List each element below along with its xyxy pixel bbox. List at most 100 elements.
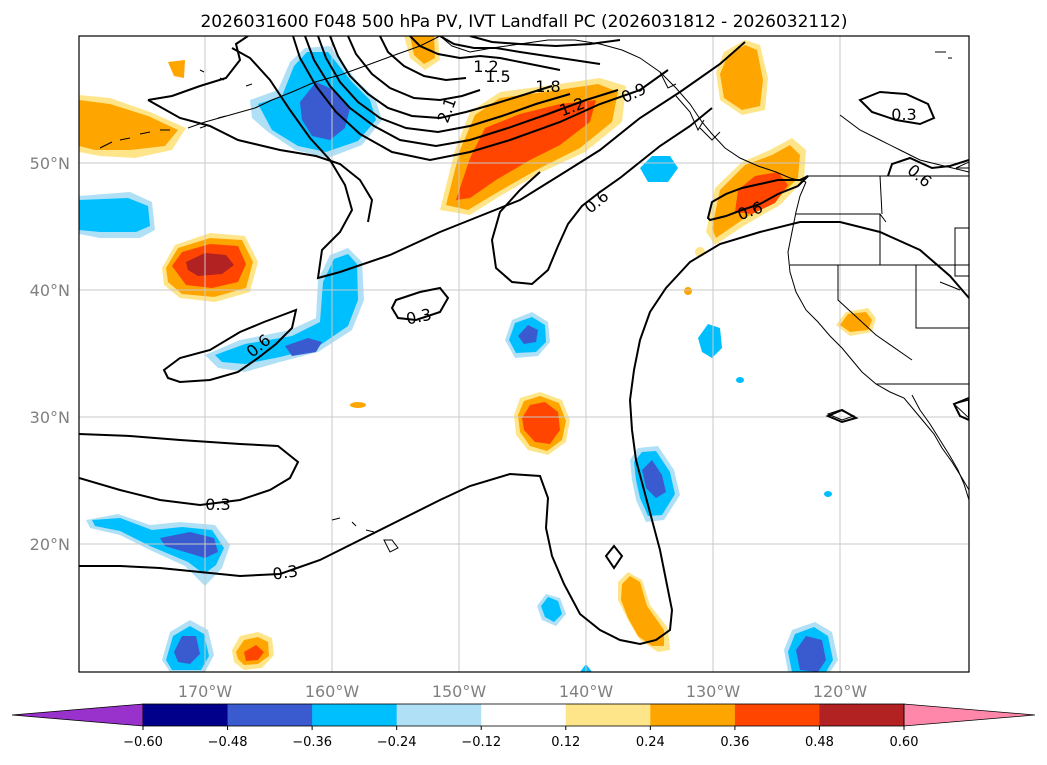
contour-line bbox=[469, 36, 621, 48]
lon-label-120w: 120°W bbox=[813, 682, 868, 701]
colorbar-extend-min bbox=[11, 703, 144, 727]
contour-line bbox=[887, 156, 969, 177]
colorbar-extend-max bbox=[903, 703, 1036, 727]
colorbar-frame bbox=[142, 703, 905, 727]
positive-anomaly-dot bbox=[350, 402, 366, 408]
contour-label: 0.3 bbox=[271, 561, 299, 583]
positive-anomaly-calif bbox=[840, 312, 872, 332]
map-frame bbox=[78, 35, 970, 673]
positive-anomaly-top bbox=[168, 60, 185, 78]
colorbar-segment bbox=[143, 704, 229, 726]
contour-line bbox=[825, 408, 859, 424]
contour-label: 1.8 bbox=[535, 77, 560, 96]
contour-line bbox=[706, 175, 809, 222]
interior-borders bbox=[939, 227, 969, 291]
contour-line bbox=[292, 36, 669, 162]
negative-anomaly-small bbox=[698, 324, 722, 358]
colorbar-segment bbox=[819, 704, 905, 726]
contour-line bbox=[304, 36, 619, 148]
positive-anomaly-south bbox=[522, 402, 560, 444]
contours bbox=[79, 36, 969, 646]
colorbar-segment bbox=[650, 704, 736, 726]
positive-anomaly-small bbox=[244, 645, 264, 661]
positive-anomaly-west bbox=[79, 100, 178, 150]
lat-label-50n: 50°N bbox=[30, 154, 70, 173]
lat-label-30n: 30°N bbox=[30, 408, 70, 427]
negative-anomaly-tropics bbox=[92, 518, 224, 574]
colorbar-segment bbox=[481, 704, 567, 726]
lat-labels: 50°N 40°N 30°N 20°N bbox=[30, 154, 70, 554]
positive-anomaly-alaska bbox=[720, 45, 763, 110]
negative-anomaly-southwest bbox=[174, 636, 200, 664]
colorbar-tick-label: 0.12 bbox=[551, 735, 580, 750]
colorbar: −0.60 −0.48 −0.36 −0.24 −0.12 0.12 0.24 0.36 0.4… bbox=[11, 703, 1036, 750]
colorbar-tick-label: −0.24 bbox=[377, 735, 417, 750]
us-west-coast bbox=[787, 181, 969, 491]
lon-label-150w: 150°W bbox=[432, 682, 487, 701]
positive-anomaly-coast bbox=[735, 172, 788, 214]
contour-label: 1.2 bbox=[473, 57, 498, 76]
colorbar-tick-label: −0.12 bbox=[461, 735, 501, 750]
graticule bbox=[79, 36, 969, 672]
contour-line bbox=[390, 286, 450, 322]
colorbar-tick-label: 0.60 bbox=[890, 735, 919, 750]
lon-label-130w: 130°W bbox=[686, 682, 741, 701]
negative-anomaly-dot bbox=[824, 491, 832, 497]
colorbar-segment bbox=[565, 704, 651, 726]
contour-line bbox=[952, 396, 969, 422]
lon-label-160w: 160°W bbox=[305, 682, 360, 701]
contour-line bbox=[329, 36, 553, 120]
bc-islands bbox=[659, 71, 721, 141]
contour-line bbox=[147, 99, 374, 223]
negative-anomaly-small bbox=[541, 597, 562, 622]
baja-coast bbox=[911, 394, 969, 501]
contour-line bbox=[409, 36, 561, 71]
lat-label-40n: 40°N bbox=[30, 281, 70, 300]
hawaii bbox=[331, 517, 399, 553]
nw-canada-border bbox=[839, 114, 969, 173]
negative-anomaly-dot bbox=[736, 377, 744, 383]
negative-anomaly-tropics bbox=[160, 532, 218, 558]
negative-anomaly-southeast bbox=[796, 636, 826, 672]
lon-label-140w: 140°W bbox=[559, 682, 614, 701]
contour-line bbox=[858, 90, 936, 126]
positive-anomaly-gulf bbox=[456, 100, 596, 200]
colorbar-segment bbox=[227, 704, 313, 726]
contour-label: 0.3 bbox=[891, 105, 916, 124]
contour-line bbox=[347, 36, 481, 102]
contour-line bbox=[79, 221, 969, 646]
contour-line bbox=[379, 36, 467, 82]
contour-label: 0.3 bbox=[205, 495, 230, 514]
colorbar-segment bbox=[312, 704, 398, 726]
negative-anomaly-arc bbox=[285, 338, 322, 356]
lat-label-20n: 20°N bbox=[30, 535, 70, 554]
positive-anomaly-mid bbox=[186, 253, 234, 276]
colorbar-tick-label: −0.36 bbox=[292, 735, 332, 750]
negative-anomaly-north bbox=[300, 82, 350, 140]
contour-line bbox=[490, 107, 713, 286]
colorbar-tick-label: −0.48 bbox=[208, 735, 248, 750]
contour-line bbox=[317, 36, 571, 134]
contour-line bbox=[231, 41, 746, 280]
contour-line bbox=[79, 433, 300, 507]
colorbar-tick-label: −0.60 bbox=[123, 735, 163, 750]
negative-anomaly-midsouth bbox=[518, 325, 538, 344]
colorbar-tick-label: 0.36 bbox=[720, 735, 749, 750]
negative-anomaly-arc bbox=[215, 254, 358, 364]
colorbar-segment bbox=[396, 704, 482, 726]
map-area: 1.2 1.5 1.8 2.1 1.2 0.9 0.6 0.3 0.3 0.6 … bbox=[79, 36, 969, 672]
negative-anomaly-west bbox=[79, 198, 150, 232]
colorbar-tick-label: 0.24 bbox=[636, 735, 665, 750]
aleutians bbox=[99, 115, 227, 149]
figure-title: 2026031600 F048 500 hPa PV, IVT Landfall… bbox=[200, 12, 847, 32]
contour-line bbox=[604, 544, 624, 570]
contour-line bbox=[147, 36, 249, 101]
lon-labels: 170°W 160°W 150°W 140°W 130°W 120°W bbox=[178, 682, 868, 701]
contour-label: 0.3 bbox=[404, 305, 433, 329]
positive-anomaly-tropics bbox=[621, 576, 664, 646]
contour-line bbox=[439, 36, 601, 65]
negative-anomaly-south bbox=[642, 460, 666, 498]
colorbar-segment bbox=[734, 704, 820, 726]
contour-label: 1.5 bbox=[485, 67, 510, 86]
